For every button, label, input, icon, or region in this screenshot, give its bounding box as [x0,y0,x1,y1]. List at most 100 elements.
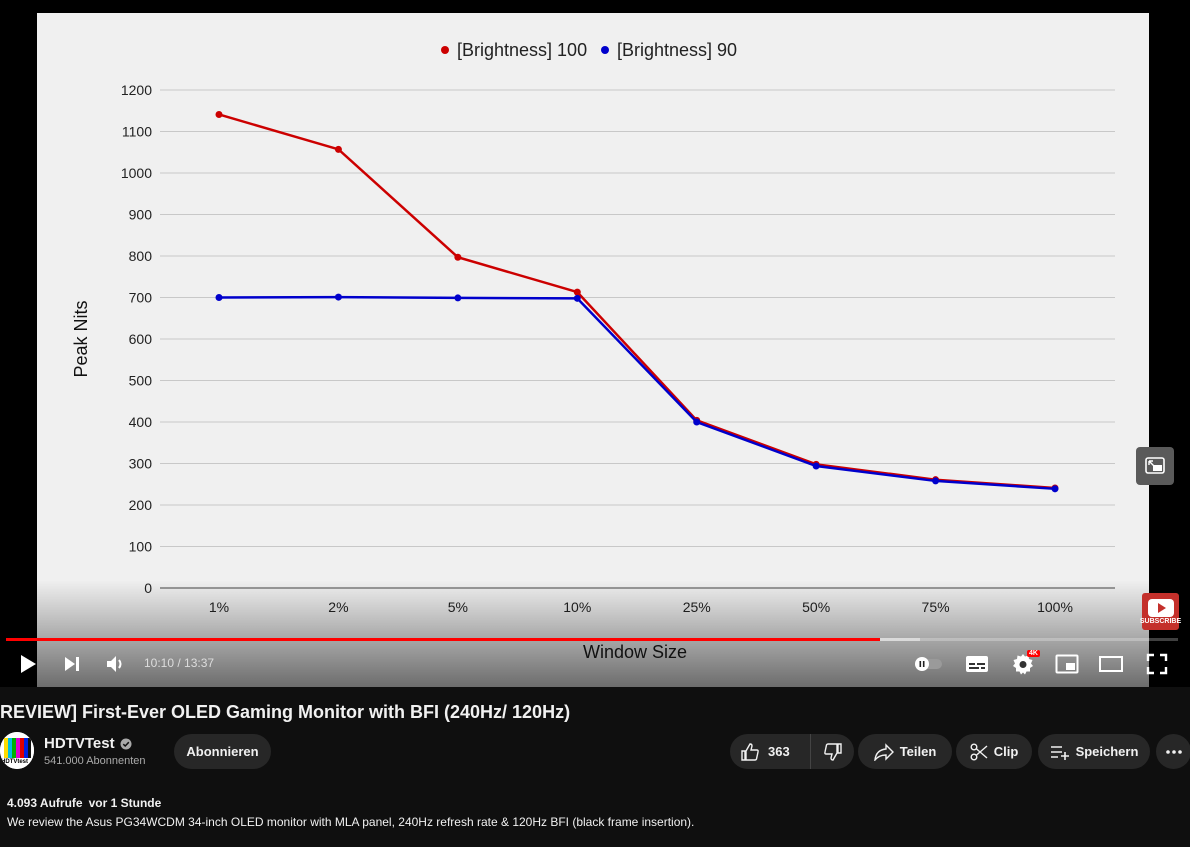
data-point [812,462,820,470]
chart-y-axis-label: Peak Nits [71,300,91,377]
verified-badge-icon [120,738,132,749]
peak-nits-chart: 0 100 200 300 400 500 600 700 800 900 1000 1100 1200… [71,40,1115,615]
legend-label: [Brightness] 100 [457,40,587,60]
y-tick-label: 1200 [121,82,152,98]
y-tick-label: 300 [129,456,153,472]
description-box[interactable] [0,787,1190,839]
legend-label: [Brightness] 90 [617,40,737,60]
captions-icon [966,656,988,672]
settings-button[interactable] [1008,652,1038,676]
progress-bar[interactable] [6,638,1178,641]
data-point [215,110,223,118]
data-point [932,477,940,485]
popout-icon [1145,457,1165,474]
subscriber-count: 541.000 Abonnenten [44,755,146,767]
theater-icon [1099,656,1123,672]
avatar[interactable]: HDTVtest [0,732,34,769]
upload-time: vor 1 Stunde [88,796,162,810]
x-tick-label: 2% [328,599,348,615]
fullscreen-icon [1146,653,1168,675]
description-text: We review the Asus PG34WCDM 34-inch OLED… [7,815,695,829]
x-tick-label: 10% [563,599,591,615]
dislike-button[interactable] [811,734,854,769]
share-label: Teilen [899,744,937,759]
avatar-label: HDTVtest [1,759,29,765]
data-point [1051,485,1059,493]
y-tick-label: 800 [129,248,153,264]
data-point [573,288,581,296]
time-separator: / [174,656,185,670]
y-tick-label: 100 [129,539,153,555]
subscribe-button[interactable]: Abonnieren [174,734,271,769]
y-tick-label: 900 [129,207,153,223]
y-tick-label: 1100 [122,124,152,140]
y-tick-label: 1000 [121,165,152,181]
save-label: Speichern [1075,744,1139,759]
quality-badge: 4K [1027,650,1040,657]
y-tick-label: 600 [129,331,153,347]
x-tick-label: 1% [209,599,229,615]
autoplay-toggle-icon [915,657,942,671]
x-tick-label: 25% [683,599,711,615]
volume-button[interactable] [102,652,130,676]
popout-button[interactable] [1136,447,1174,485]
data-point [454,294,462,302]
legend-marker [601,46,609,54]
next-icon [65,657,79,671]
like-dislike-group: 363 [730,734,854,769]
data-point [573,294,581,302]
channel-name-text[interactable]: HDTVTest [44,735,115,752]
time-display: 10:10 / 13:37 [144,656,214,670]
share-icon [873,742,894,761]
y-tick-label: 700 [129,290,153,306]
clip-label: Clip [993,744,1019,759]
video-frame-chart: 0 100 200 300 400 500 600 700 800 900 1000 1100 1200… [37,13,1149,687]
x-tick-label: 100% [1037,599,1073,615]
thumbs-up-icon [741,742,759,761]
view-stats: 4.093 Aufrufe vor 1 Stunde [7,796,167,810]
y-tick-label: 400 [129,414,153,430]
fullscreen-button[interactable] [1143,652,1171,676]
progress-played [6,638,880,641]
data-point [334,293,342,301]
play-button[interactable] [14,652,42,676]
video-title: [REVIEW] First-Ever OLED Gaming Monitor … [0,702,571,722]
time-total: 13:37 [184,656,215,670]
youtube-play-icon [1147,598,1174,617]
channel-logo-icon [0,732,34,769]
scissors-icon [970,743,988,760]
clip-button[interactable]: Clip [956,734,1032,769]
more-actions-button[interactable] [1156,734,1190,769]
volume-icon [107,656,122,672]
playlist-add-icon [1050,745,1069,760]
x-tick-label: 50% [802,599,830,615]
time-current: 10:10 [144,656,175,670]
play-icon [21,655,36,673]
subscribe-watermark[interactable]: SUBSCRIBE [1139,593,1182,630]
next-button[interactable] [58,652,86,676]
miniplayer-icon [1055,654,1079,674]
series-line [218,113,1056,490]
data-point [693,418,701,426]
like-button[interactable]: 363 [730,734,811,769]
y-tick-label: 200 [129,497,153,513]
view-count: 4.093 Aufrufe [7,796,83,810]
data-point [215,294,223,301]
like-count: 363 [768,744,790,759]
series-line [218,295,1056,491]
video-player[interactable]: 0 100 200 300 400 500 600 700 800 900 1000 1100 1200… [0,0,1190,687]
settings-icon [1013,654,1033,675]
channel-name[interactable]: HDTVTest [44,735,132,752]
more-horizontal-icon [1165,749,1182,754]
captions-button[interactable] [963,652,991,676]
share-button[interactable]: Teilen [858,734,952,769]
save-button[interactable]: Speichern [1038,734,1150,769]
x-tick-label: 75% [922,599,950,615]
watermark-label: SUBSCRIBE [1139,617,1182,625]
y-tick-label: 500 [129,373,153,389]
theater-button[interactable] [1097,652,1125,676]
x-tick-label: 5% [448,599,468,615]
autoplay-toggle[interactable] [912,654,946,674]
miniplayer-button[interactable] [1053,652,1081,676]
legend-marker [441,46,449,54]
